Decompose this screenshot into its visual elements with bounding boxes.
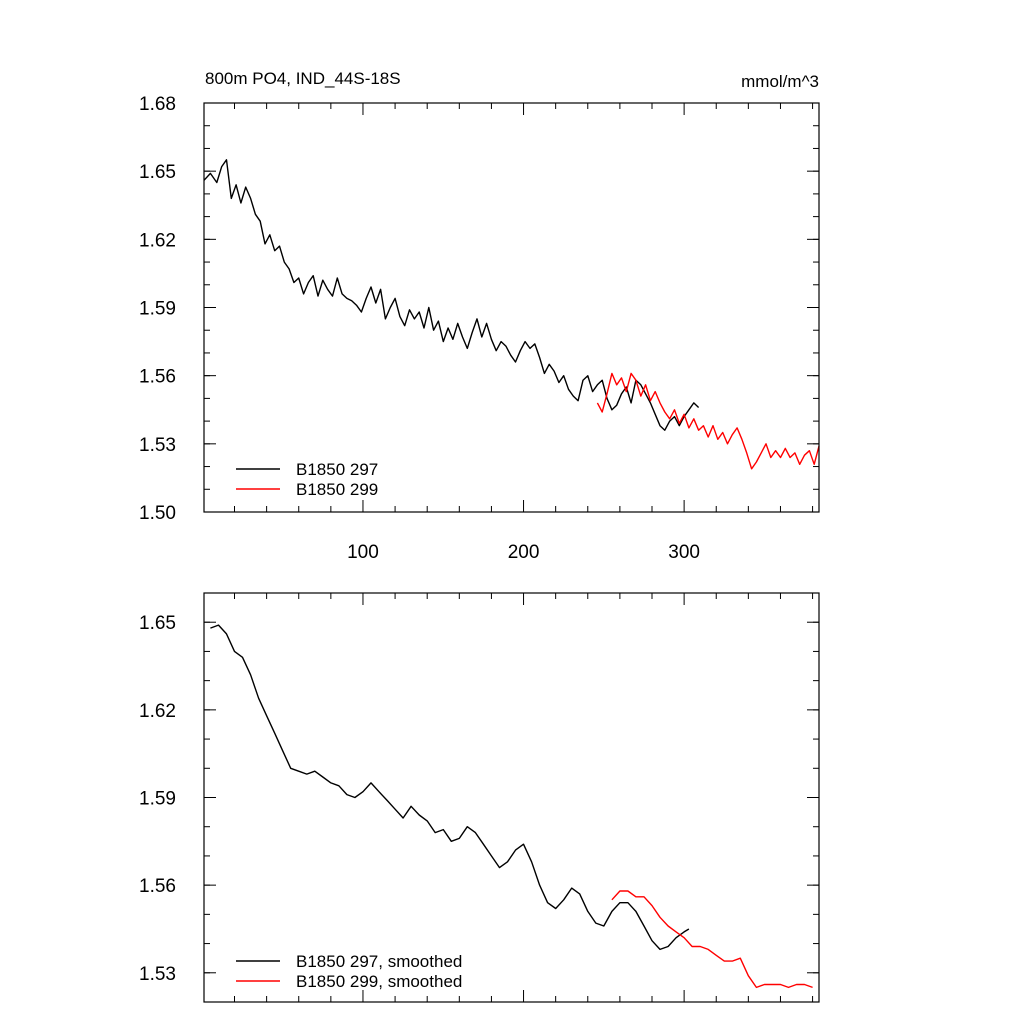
legend-label: B1850 297, smoothed — [296, 952, 462, 971]
y-tick-label: 1.68 — [139, 94, 176, 115]
chart-title: 800m PO4, IND_44S-18S — [205, 69, 401, 88]
y-tick-label: 1.56 — [139, 876, 176, 897]
top-panel-frame — [203, 102, 820, 513]
x-tick-label: 200 — [508, 542, 540, 563]
legend-label: B1850 299, smoothed — [296, 972, 462, 991]
y-tick-label: 1.59 — [139, 789, 176, 810]
series-line-2 — [611, 890, 813, 989]
top-panel-y-tick-labels: 1.50 1.53 1.56 1.59 1.62 1.65 1.68 — [139, 94, 176, 524]
bottom-panel-series — [210, 624, 813, 989]
series-line-1 — [203, 159, 700, 431]
top-panel: 800m PO4, IND_44S-18S mmol/m^3 1.501.531… — [139, 69, 820, 563]
y-tick-label: 1.65 — [139, 162, 176, 183]
bottom-panel: 1.53 1.56 1.59 1.62 1.65 B1850 297, smoothed… — [139, 592, 820, 1003]
bottom-panel-y-tick-labels: 1.53 1.56 1.59 1.62 1.65 — [139, 613, 176, 985]
units-label: mmol/m^3 — [741, 72, 819, 91]
top-panel-series — [203, 159, 820, 470]
series-line-1 — [210, 624, 690, 951]
legend-label: B1850 297 — [296, 460, 378, 479]
y-tick-label: 1.53 — [139, 435, 176, 456]
top-panel-x-tick-labels: 100 200 300 — [347, 542, 700, 563]
x-tick-label: 100 — [347, 542, 379, 563]
y-tick-label: 1.62 — [139, 701, 176, 722]
top-panel-ticks — [204, 102, 819, 513]
series-line-2 — [596, 372, 820, 470]
y-tick-label: 1.59 — [139, 299, 176, 320]
legend-label: B1850 299 — [296, 480, 378, 499]
bottom-panel-ticks — [204, 592, 819, 1003]
y-tick-label: 1.65 — [139, 613, 176, 634]
y-tick-label: 1.62 — [139, 230, 176, 251]
bottom-panel-frame — [203, 592, 820, 1003]
y-tick-label: 1.53 — [139, 964, 176, 985]
y-tick-label: 1.56 — [139, 367, 176, 388]
y-tick-label: 1.50 — [139, 503, 176, 524]
x-tick-label: 300 — [668, 542, 700, 563]
